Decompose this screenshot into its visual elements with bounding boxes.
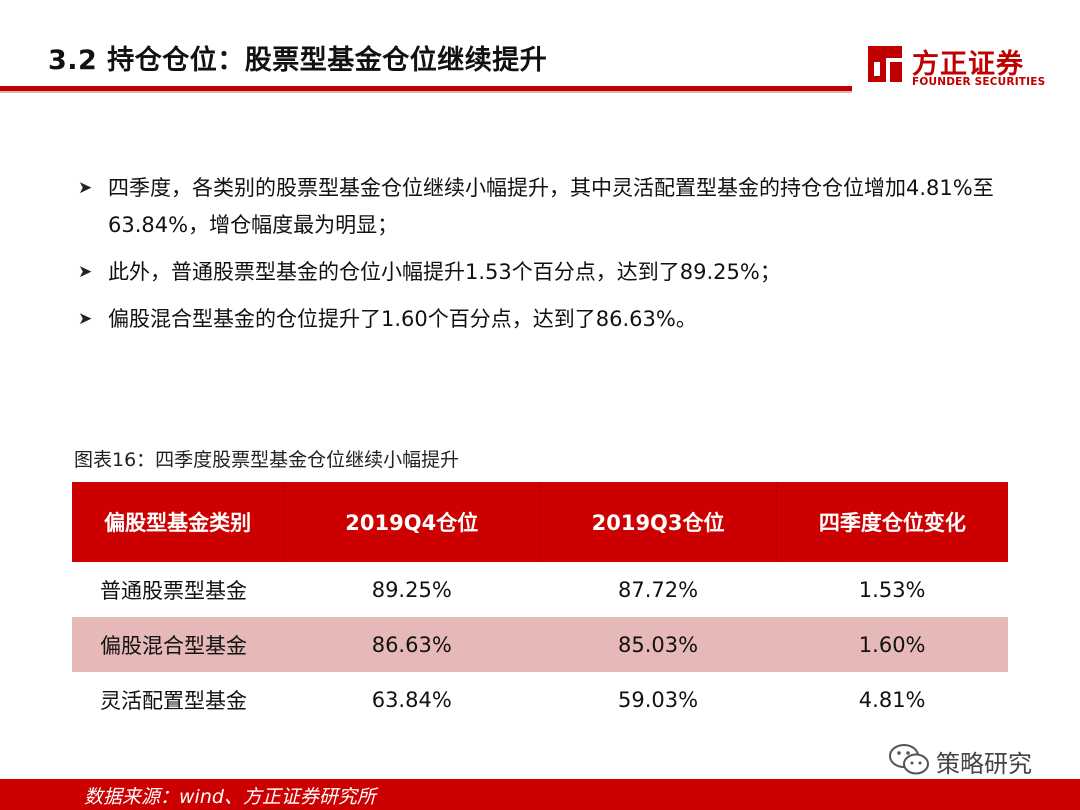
table-cell: 89.25% xyxy=(371,577,452,602)
wechat-watermark: 策略研究 xyxy=(888,742,1058,782)
table-cell: 普通股票型基金 xyxy=(100,578,247,603)
table-row: 偏股混合型基金 86.63% 85.03% 1.60% xyxy=(72,617,1008,672)
bullet-item: ➤ 此外，普通股票型基金的仓位小幅提升1.53个百分点，达到了89.25%； xyxy=(78,254,1018,291)
table-cell: 59.03% xyxy=(618,687,699,712)
table-header-row: 偏股型基金类别 2019Q4仓位 2019Q3仓位 四季度仓位变化 xyxy=(72,482,1008,562)
page-title: 3.2 持仓仓位：股票型基金仓位继续提升 xyxy=(48,45,548,76)
bullet-text: 四季度，各类别的股票型基金仓位继续小幅提升，其中灵活配置型基金的持仓仓位增加4.… xyxy=(108,176,994,237)
arrow-bullet-icon: ➤ xyxy=(78,178,93,198)
table-cell: 86.63% xyxy=(283,617,540,672)
table-cell: 63.84% xyxy=(371,687,452,712)
table-cell: 偏股混合型基金 xyxy=(72,617,284,672)
column-header: 偏股型基金类别 xyxy=(72,482,285,562)
bullet-list: ➤ 四季度，各类别的股票型基金仓位继续小幅提升，其中灵活配置型基金的持仓仓位增加… xyxy=(78,170,1018,348)
position-table: 偏股型基金类别 2019Q4仓位 2019Q3仓位 四季度仓位变化 普通股票型基… xyxy=(72,482,1008,727)
table-cell: 1.60% xyxy=(776,617,1008,672)
bullet-text: 此外，普通股票型基金的仓位小幅提升1.53个百分点，达到了89.25%； xyxy=(108,260,781,284)
table-cell: 4.81% xyxy=(858,687,926,712)
column-header: 2019Q3仓位 xyxy=(539,482,777,562)
logo-subtext: FOUNDER SECURITIES xyxy=(912,76,1046,88)
wechat-icon xyxy=(889,744,929,775)
table-row: 灵活配置型基金 63.84% 59.03% 4.81% xyxy=(72,672,1008,727)
title-divider-shadow xyxy=(0,91,852,93)
data-source: 数据来源：wind、方正证券研究所 xyxy=(84,786,376,808)
arrow-bullet-icon: ➤ xyxy=(78,309,93,329)
founder-logo-icon xyxy=(868,46,902,82)
table-cell: 85.03% xyxy=(539,617,777,672)
arrow-bullet-icon: ➤ xyxy=(78,262,93,282)
column-header: 2019Q4仓位 xyxy=(283,482,541,562)
table-cell: 87.72% xyxy=(618,577,699,602)
table-row: 普通股票型基金 89.25% 87.72% 1.53% xyxy=(72,562,1008,617)
column-header: 四季度仓位变化 xyxy=(776,482,1008,562)
table-cell: 1.53% xyxy=(858,577,926,602)
bullet-item: ➤ 偏股混合型基金的仓位提升了1.60个百分点，达到了86.63%。 xyxy=(78,301,1018,338)
watermark-text: 策略研究 xyxy=(936,750,1032,778)
bullet-item: ➤ 四季度，各类别的股票型基金仓位继续小幅提升，其中灵活配置型基金的持仓仓位增加… xyxy=(78,170,1018,244)
title-divider xyxy=(0,86,852,91)
logo-text: 方正证券 xyxy=(912,49,1024,80)
table-cell: 灵活配置型基金 xyxy=(100,688,247,713)
table-caption: 图表16：四季度股票型基金仓位继续小幅提升 xyxy=(74,449,460,471)
bullet-text: 偏股混合型基金的仓位提升了1.60个百分点，达到了86.63%。 xyxy=(108,307,697,331)
footer-bar: 数据来源：wind、方正证券研究所 xyxy=(0,779,1080,810)
company-logo: 方正证券 FOUNDER SECURITIES xyxy=(864,42,1046,90)
